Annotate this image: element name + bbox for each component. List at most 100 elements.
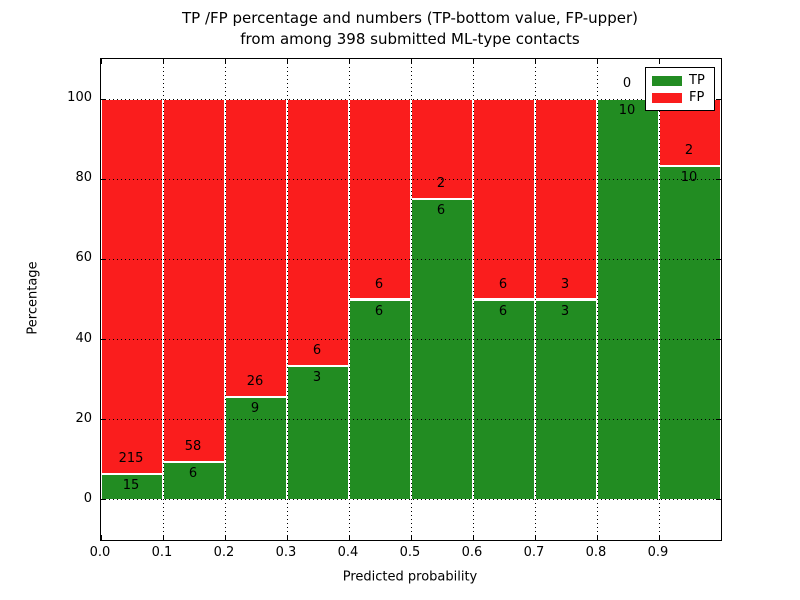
x-tick-mark [658, 535, 660, 540]
x-tick-label: 0.5 [399, 545, 421, 560]
bar-value-label-tp: 9 [250, 400, 260, 416]
bar-segment-tp [535, 299, 597, 500]
legend-entry-fp: FP [652, 89, 708, 106]
bar-segment-tp [225, 396, 287, 500]
x-tick-mark-top [100, 59, 102, 64]
grid-line-vertical [658, 59, 660, 540]
chart-title: TP /FP percentage and numbers (TP-bottom… [182, 8, 638, 50]
x-tick-mark-top [348, 59, 350, 64]
bar-value-label-fp: 0 [622, 76, 632, 92]
bar-value-label-fp: 6 [374, 276, 384, 292]
bar-segment-fp [101, 99, 163, 474]
bar-value-label-tp: 10 [680, 169, 698, 185]
legend-label-tp: TP [689, 73, 705, 88]
grid-line-horizontal [101, 339, 721, 341]
grid-line-vertical [410, 59, 412, 540]
legend-swatch-tp-icon [652, 75, 682, 86]
x-tick-label: 0.7 [523, 545, 545, 560]
bar-segment-tp [287, 366, 349, 500]
x-tick-mark-top [410, 59, 412, 64]
chart-title-line2: from among 398 submitted ML-type contact… [240, 30, 580, 48]
bar-segment-fp [287, 99, 349, 367]
grid-line-horizontal [101, 419, 721, 421]
bar-value-label-fp: 3 [560, 276, 570, 292]
y-tick-label: 20 [75, 410, 92, 426]
bar-value-label-tp: 6 [498, 303, 508, 319]
bar-value-label-tp: 3 [312, 370, 322, 386]
bar-segment-fp [349, 99, 411, 300]
x-tick-label: 0.3 [275, 545, 297, 560]
bar-value-label-fp: 6 [312, 343, 322, 359]
x-tick-mark-top [286, 59, 288, 64]
x-tick-mark-top [534, 59, 536, 64]
y-tick-mark [101, 178, 106, 180]
y-tick-mark [101, 339, 106, 341]
grid-line-vertical [162, 59, 164, 540]
grid-line-horizontal [101, 258, 721, 260]
x-tick-mark-top [658, 59, 660, 64]
grid-line-horizontal [101, 499, 721, 501]
chart-title-line1: TP /FP percentage and numbers (TP-bottom… [182, 9, 638, 27]
x-tick-mark [534, 535, 536, 540]
y-tick-mark-right [716, 258, 721, 260]
y-tick-mark-right [716, 339, 721, 341]
y-tick-label: 0 [83, 490, 92, 506]
x-tick-mark [100, 535, 102, 540]
y-tick-mark [101, 419, 106, 421]
bar-value-label-fp: 26 [246, 373, 264, 389]
x-tick-mark-top [596, 59, 598, 64]
grid-line-vertical [472, 59, 474, 540]
x-tick-mark-top [162, 59, 164, 64]
x-tick-label: 0.6 [461, 545, 483, 560]
legend-label-fp: FP [689, 90, 705, 105]
bar-value-label-tp: 3 [560, 303, 570, 319]
y-tick-label: 60 [75, 250, 92, 266]
y-tick-mark [101, 98, 106, 100]
bar-value-label-fp: 215 [118, 450, 144, 466]
x-tick-label: 0.0 [89, 545, 111, 560]
grid-line-vertical [534, 59, 536, 540]
bar-segment-fp [411, 99, 473, 200]
x-tick-mark [348, 535, 350, 540]
bar-value-label-tp: 6 [436, 203, 446, 219]
y-tick-mark-right [716, 178, 721, 180]
y-tick-mark [101, 499, 106, 501]
x-axis-label: Predicted probability [342, 569, 478, 585]
x-tick-mark [162, 535, 164, 540]
x-tick-label: 0.8 [585, 545, 607, 560]
grid-line-vertical [286, 59, 288, 540]
x-tick-mark-top [472, 59, 474, 64]
bar-value-label-tp: 6 [188, 466, 198, 482]
legend-swatch-fp-icon [652, 92, 682, 103]
grid-line-vertical [596, 59, 598, 540]
grid-line-horizontal [101, 98, 721, 100]
bar-segment-tp [411, 199, 473, 500]
bar-segment-tp [473, 299, 535, 500]
bar-segment-tp [659, 165, 721, 500]
bar-segment-tp [349, 299, 411, 500]
bar-value-label-fp: 2 [684, 142, 694, 158]
bar-value-label-tp: 6 [374, 303, 384, 319]
y-tick-label: 80 [75, 170, 92, 186]
y-tick-mark-right [716, 98, 721, 100]
legend-entry-tp: TP [652, 72, 708, 89]
bar-value-label-fp: 2 [436, 176, 446, 192]
x-tick-label: 0.4 [337, 545, 359, 560]
bar-segment-fp [535, 99, 597, 300]
x-tick-label: 0.1 [151, 545, 173, 560]
y-tick-label: 40 [75, 330, 92, 346]
plot-area [100, 58, 722, 541]
grid-line-vertical [224, 59, 226, 540]
bar-value-label-tp: 10 [618, 103, 636, 119]
x-tick-mark [224, 535, 226, 540]
x-tick-mark [410, 535, 412, 540]
bar-segment-fp [225, 99, 287, 397]
grid-line-horizontal [101, 178, 721, 180]
x-tick-mark [286, 535, 288, 540]
bar-segment-tp [597, 99, 659, 500]
x-tick-mark [472, 535, 474, 540]
bar-segment-fp [163, 99, 225, 463]
y-axis-label: Percentage [25, 261, 41, 335]
y-tick-mark-right [716, 499, 721, 501]
